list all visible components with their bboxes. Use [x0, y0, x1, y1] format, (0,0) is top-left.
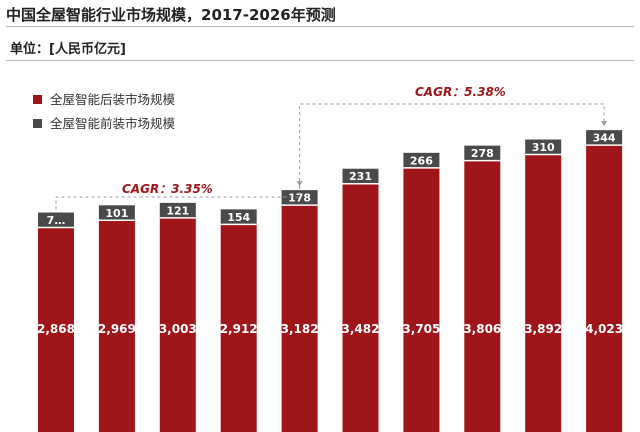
pre-install-value-label: 231	[349, 170, 372, 183]
bar-after-install	[403, 167, 440, 432]
pre-install-value-label: 278	[471, 147, 494, 160]
bar-after-install	[464, 160, 501, 432]
bar-pre-install	[281, 190, 318, 206]
after-install-value-label: 2,912	[220, 322, 258, 336]
cagr-bracket	[299, 103, 605, 188]
title-divider	[6, 26, 634, 27]
unit-divider	[6, 60, 634, 61]
unit-label: 单位：[人民币亿元]	[10, 42, 126, 57]
page-title: 中国全屋智能行业市场规模，2017-2026年预测	[6, 6, 336, 24]
bar-group: 7… 2,868 101 2,969 121 3,003 154 2,912 178 3,182 2…	[37, 130, 623, 432]
legend-label: 全屋智能前装市场规模	[50, 116, 176, 131]
after-install-value-label: 4,023	[585, 322, 623, 336]
cagr-bracket	[55, 182, 301, 210]
after-install-value-label: 3,182	[281, 322, 319, 336]
cagr-annotations: CAGR：3.35% CAGR：5.38%	[55, 85, 608, 210]
pre-install-value-label: 266	[410, 154, 433, 167]
bar-after-install	[220, 224, 257, 432]
bar-pre-install	[98, 205, 135, 221]
pre-install-value-label: 101	[105, 207, 128, 220]
legend-swatch	[33, 95, 42, 104]
after-install-value-label: 2,868	[37, 322, 75, 336]
bar-pre-install	[403, 152, 440, 168]
cagr-label: CAGR：3.35%	[122, 182, 213, 196]
pre-install-value-label: 121	[166, 204, 189, 217]
pre-install-value-label: 310	[532, 141, 555, 154]
legend-swatch	[33, 119, 42, 128]
after-install-value-label: 3,806	[463, 322, 501, 336]
legend-label: 全屋智能后装市场规模	[50, 92, 176, 107]
pre-install-value-label: 178	[288, 192, 311, 205]
bar-after-install	[281, 205, 318, 432]
after-install-value-label: 3,482	[342, 322, 380, 336]
bar-after-install	[586, 145, 623, 432]
bar-pre-install	[38, 212, 74, 228]
bar-after-install	[159, 217, 196, 432]
after-install-value-label: 3,892	[524, 322, 562, 336]
bar-pre-install	[220, 209, 257, 225]
cagr-label: CAGR：5.38%	[415, 85, 506, 99]
bar-pre-install	[342, 168, 379, 184]
after-install-value-label: 3,705	[402, 322, 440, 336]
bar-pre-install	[159, 202, 196, 218]
after-install-value-label: 2,969	[98, 322, 136, 336]
bar-after-install	[525, 154, 562, 432]
bar-pre-install	[464, 145, 501, 161]
bar-after-install	[98, 220, 135, 432]
bar-after-install	[342, 183, 379, 432]
bar-pre-install	[586, 130, 623, 146]
pre-install-value-label: 344	[593, 132, 616, 145]
cagr-arrow	[601, 121, 608, 127]
pre-install-value-label: 7…	[47, 214, 66, 227]
after-install-value-label: 3,003	[159, 322, 197, 336]
pre-install-value-label: 154	[227, 211, 250, 224]
cagr-arrow	[296, 181, 303, 187]
bar-pre-install	[525, 139, 562, 155]
bar-after-install	[38, 227, 74, 432]
